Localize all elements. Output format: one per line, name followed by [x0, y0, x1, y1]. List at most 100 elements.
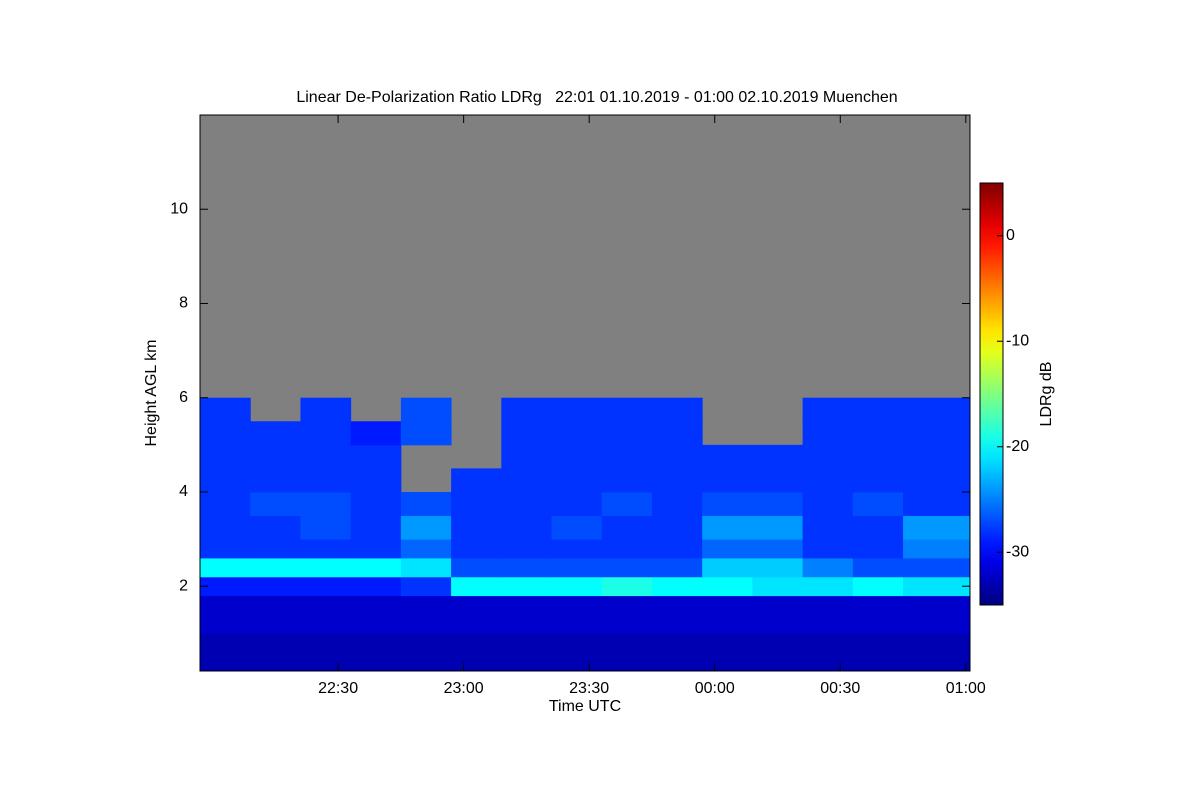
- heatmap-cell: [400, 539, 452, 559]
- y-tick-label: 2: [179, 577, 188, 594]
- heatmap-cell: [651, 397, 703, 422]
- heatmap-cell: [601, 468, 653, 493]
- heatmap-cell: [601, 595, 653, 634]
- heatmap-cell: [752, 491, 804, 517]
- heatmap-cell: [903, 595, 971, 634]
- heatmap-cell: [752, 539, 804, 559]
- heatmap-cell: [250, 468, 301, 493]
- heatmap-cell: [702, 576, 753, 597]
- heatmap-cell: [400, 633, 452, 672]
- heatmap-cell: [551, 539, 603, 559]
- heatmap-cell: [400, 397, 452, 422]
- heatmap-cell: [250, 576, 301, 597]
- heatmap-cell: [200, 468, 251, 493]
- heatmap-cell: [250, 557, 301, 578]
- heatmap-cell: [200, 557, 251, 578]
- heatmap-cell: [451, 515, 502, 540]
- heatmap-cell: [702, 557, 753, 578]
- heatmap-cell: [903, 468, 971, 493]
- heatmap-cell: [400, 421, 452, 446]
- y-tick-label: 6: [179, 389, 188, 406]
- heatmap-cell: [300, 557, 352, 578]
- y-tick-label: 4: [179, 483, 188, 500]
- heatmap-cell: [300, 515, 352, 540]
- heatmap-cell: [350, 468, 402, 493]
- heatmap-cell: [350, 633, 402, 672]
- heatmap-cell: [300, 421, 352, 446]
- heatmap-cell: [651, 515, 703, 540]
- heatmap-cell: [400, 491, 452, 517]
- x-axis-label: Time UTC: [549, 698, 621, 715]
- heatmap-cell: [651, 468, 703, 493]
- heatmap-cell: [551, 491, 603, 517]
- heatmap-cell: [601, 397, 653, 422]
- plot-frame: [199, 114, 971, 672]
- heatmap-cell: [651, 576, 703, 597]
- heatmap-cell: [852, 595, 904, 634]
- chart-title: Linear De-Polarization Ratio LDRg 22:01 …: [296, 89, 897, 106]
- heatmap-cell: [802, 557, 854, 578]
- heatmap-cell: [501, 397, 553, 422]
- heatmap-cell: [903, 444, 971, 469]
- heatmap-cell: [501, 444, 553, 469]
- x-tick-label: 23:00: [444, 680, 484, 697]
- heatmap-cell: [601, 421, 653, 446]
- heatmap-cell: [300, 576, 352, 597]
- heatmap-cell: [702, 444, 753, 469]
- colorbar-tick-label: 0: [1006, 227, 1015, 244]
- y-axis-label: Height AGL km: [143, 339, 160, 446]
- heatmap-cell: [903, 491, 971, 517]
- heatmap-cell: [451, 468, 502, 493]
- heatmap-cell: [651, 444, 703, 469]
- heatmap-cell: [702, 595, 753, 634]
- heatmap-cell: [852, 444, 904, 469]
- heatmap-cell: [903, 421, 971, 446]
- heatmap-cell: [852, 539, 904, 559]
- heatmap-cell: [802, 397, 854, 422]
- x-tick-label: 01:00: [946, 680, 986, 697]
- heatmap-cell: [702, 468, 753, 493]
- heatmap-cell: [200, 421, 251, 446]
- heatmap-cell: [350, 444, 402, 469]
- x-tick-label: 22:30: [318, 680, 358, 697]
- heatmap-cell: [551, 468, 603, 493]
- heatmap-cell: [501, 491, 553, 517]
- colorbar-tick-label: -10: [1006, 332, 1029, 349]
- heatmap-cell: [501, 557, 553, 578]
- heatmap-cell: [651, 539, 703, 559]
- heatmap-cell: [451, 595, 502, 634]
- y-tick-label: 10: [170, 200, 188, 217]
- heatmap-cell: [802, 595, 854, 634]
- heatmap-cell: [501, 539, 553, 559]
- heatmap-cell: [852, 576, 904, 597]
- heatmap-cell: [300, 468, 352, 493]
- heatmap-cell: [300, 444, 352, 469]
- heatmap-cell: [903, 576, 971, 597]
- heatmap-cell: [451, 539, 502, 559]
- heatmap-cell: [300, 397, 352, 422]
- heatmap-cell: [400, 557, 452, 578]
- heatmap-cell: [451, 633, 502, 672]
- heatmap-cell: [300, 595, 352, 634]
- heatmap-cell: [852, 557, 904, 578]
- heatmap-cell: [702, 633, 753, 672]
- heatmap-cell: [651, 633, 703, 672]
- heatmap-cell: [551, 515, 603, 540]
- heatmap-cell: [200, 539, 251, 559]
- heatmap-cell: [852, 633, 904, 672]
- heatmap-cell: [200, 633, 251, 672]
- y-tick-label: 8: [179, 295, 188, 312]
- heatmap-cell: [852, 515, 904, 540]
- heatmap-cell: [551, 421, 603, 446]
- heatmap-cell: [200, 576, 251, 597]
- heatmap-cell: [702, 515, 753, 540]
- heatmap-cell: [501, 576, 553, 597]
- heatmap-cell: [551, 633, 603, 672]
- heatmap-cell: [752, 557, 804, 578]
- heatmap-cell: [651, 557, 703, 578]
- heatmap-cell: [601, 539, 653, 559]
- heatmap-cell: [200, 515, 251, 540]
- heatmap-cell: [752, 468, 804, 493]
- heatmap-cell: [350, 421, 402, 446]
